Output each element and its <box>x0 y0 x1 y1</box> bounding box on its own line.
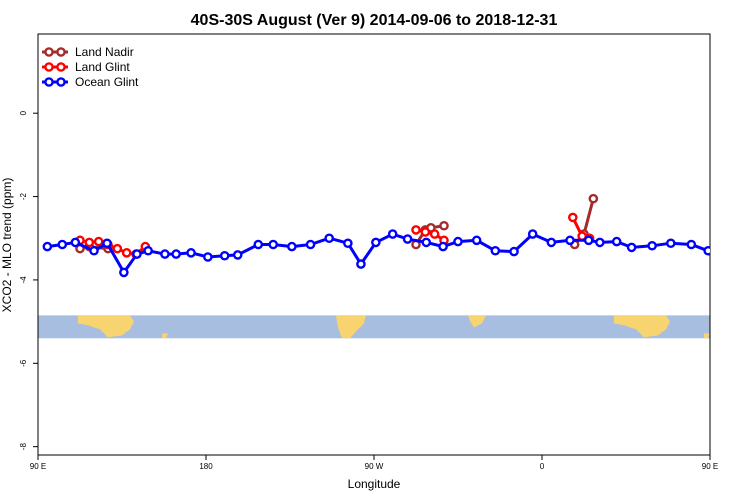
data-point-ocean-glint <box>119 267 129 278</box>
data-point-ocean-glint <box>287 241 297 252</box>
data-point-ocean-glint <box>453 236 463 247</box>
data-point-ocean-glint <box>203 252 213 262</box>
y-tick-label: -4 <box>19 276 28 284</box>
data-point-ocean-glint <box>253 239 264 250</box>
y-tick-label: 0 <box>19 110 28 115</box>
land-africa <box>468 315 486 328</box>
land-south-america <box>336 315 366 339</box>
data-point-ocean-glint <box>742 239 749 246</box>
x-tick-label: 0 <box>540 462 545 471</box>
data-point-ocean-glint <box>268 239 279 250</box>
data-point-land-glint <box>112 243 123 254</box>
land-australia <box>78 315 134 338</box>
data-point-land-glint <box>84 237 95 248</box>
y-axis: 0 -2 -4 -6 -8 <box>19 110 38 450</box>
data-point-ocean-glint <box>686 239 697 250</box>
data-point-ocean-glint <box>371 237 381 248</box>
data-point-land-glint <box>93 236 104 247</box>
data-point-ocean-glint <box>324 233 335 244</box>
data-point-ocean-glint <box>565 235 575 246</box>
data-point-land-glint <box>429 229 440 239</box>
data-point-ocean-glint <box>438 241 448 252</box>
map-strip <box>38 315 710 339</box>
legend-swatch-marker <box>56 77 66 87</box>
data-point-land-glint <box>420 227 431 237</box>
land-tasmania <box>162 333 168 339</box>
data-point-ocean-glint <box>89 245 99 256</box>
data-point-ocean-glint <box>132 249 142 259</box>
legend-swatch-marker <box>56 62 66 72</box>
data-point-ocean-glint <box>143 245 153 256</box>
series-ocean-glint <box>42 229 750 278</box>
x-tick-label: 180 <box>199 462 213 471</box>
legend-swatch-marker <box>44 62 54 72</box>
y-tick-label: -2 <box>19 192 28 200</box>
legend-item-land-nadir: Land Nadir <box>42 45 134 59</box>
data-point-ocean-glint <box>171 249 181 259</box>
data-point-ocean-glint <box>509 246 519 257</box>
data-point-ocean-glint <box>102 238 112 249</box>
data-point-ocean-glint <box>546 237 557 248</box>
x-tick-label: 90 W <box>365 462 384 471</box>
land-australia <box>614 315 670 338</box>
legend-label: Land Glint <box>75 60 130 74</box>
legend-item-ocean-glint: Ocean Glint <box>42 75 139 89</box>
data-point-ocean-glint <box>666 238 676 249</box>
y-tick-label: -6 <box>19 359 28 367</box>
data-point-ocean-glint <box>387 229 398 239</box>
data-point-ocean-glint <box>471 235 482 246</box>
data-point-ocean-glint <box>343 238 353 249</box>
data-point-land-glint <box>411 225 421 235</box>
legend-swatch-marker <box>44 77 54 87</box>
data-point-ocean-glint <box>402 234 413 244</box>
data-point-land-glint <box>568 212 578 223</box>
data-point-land-glint <box>121 248 132 258</box>
data-point-ocean-glint <box>716 243 723 250</box>
x-tick-label: 90 E <box>30 462 46 471</box>
data-point-ocean-glint <box>356 259 366 269</box>
series-layer <box>42 193 750 278</box>
data-point-land-nadir <box>588 193 599 204</box>
data-point-ocean-glint <box>232 250 243 260</box>
data-point-ocean-glint <box>626 242 637 253</box>
data-point-ocean-glint <box>160 249 170 259</box>
data-point-land-nadir <box>439 220 449 231</box>
data-point-ocean-glint <box>57 239 68 250</box>
data-point-ocean-glint <box>42 241 53 252</box>
legend-label: Land Nadir <box>75 45 134 59</box>
data-point-ocean-glint <box>527 229 538 239</box>
legend-label: Ocean Glint <box>75 75 139 89</box>
legend-swatch-marker <box>44 47 54 57</box>
ocean-band <box>38 315 710 339</box>
data-point-ocean-glint <box>305 239 316 250</box>
land-tasmania <box>704 333 710 339</box>
data-point-ocean-glint <box>490 245 501 256</box>
legend-item-land-glint: Land Glint <box>42 60 130 74</box>
data-point-ocean-glint <box>731 241 738 248</box>
data-point-ocean-glint <box>703 245 710 256</box>
y-axis-title: XCO2 - MLO trend (ppm) <box>0 178 14 313</box>
x-axis: 90 E 180 90 W 0 90 E <box>30 455 718 471</box>
data-point-ocean-glint <box>219 250 230 261</box>
y-tick-label: -8 <box>19 443 28 451</box>
data-point-ocean-glint <box>647 240 657 251</box>
data-point-ocean-glint <box>70 237 81 248</box>
data-point-ocean-glint <box>421 237 432 248</box>
data-point-ocean-glint <box>186 248 196 258</box>
chart-title: 40S-30S August (Ver 9) 2014-09-06 to 201… <box>191 12 558 29</box>
series-line-ocean-glint <box>719 242 750 272</box>
x-axis-title: Longitude <box>348 477 401 491</box>
data-point-ocean-glint <box>595 237 605 248</box>
x-tick-label: 90 E <box>702 462 718 471</box>
data-point-ocean-glint <box>611 236 622 247</box>
data-point-ocean-glint <box>583 235 594 246</box>
legend-swatch-marker <box>56 47 66 57</box>
